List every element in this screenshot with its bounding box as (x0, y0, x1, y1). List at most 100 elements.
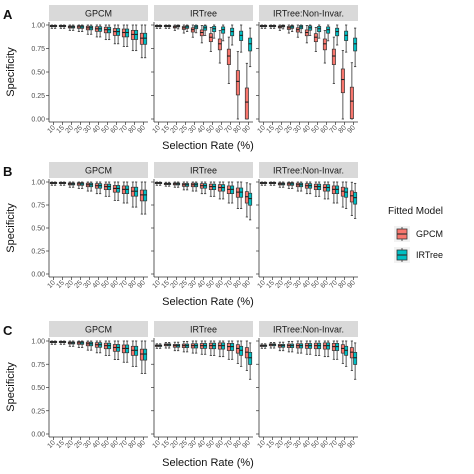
x-tick-label: 70 (118, 124, 129, 135)
box-irtree-70 (230, 340, 235, 360)
box-irtree-80 (344, 340, 349, 367)
box-gpcm-50 (208, 340, 213, 356)
facet-strip-label: IRTree:Non-Invar. (273, 325, 344, 335)
box-irtree-10 (158, 24, 163, 29)
box-gpcm-80 (340, 50, 345, 120)
y-tick-label: 0.50 (31, 70, 45, 77)
box-gpcm-15 (268, 24, 273, 29)
box-body (340, 68, 345, 94)
x-tick-label: 40 (196, 279, 207, 290)
box-irtree-70 (335, 181, 340, 204)
box-body (353, 352, 358, 365)
facet-strip-label: GPCM (85, 166, 112, 176)
box-body (217, 38, 222, 51)
box-irtree-25 (185, 24, 190, 32)
box-irtree-25 (290, 24, 295, 32)
box-irtree-30 (299, 340, 304, 354)
box-irtree-50 (107, 340, 112, 356)
box-body (235, 70, 240, 96)
box-irtree-50 (317, 24, 322, 39)
box-irtree-50 (317, 340, 322, 356)
y-tick-label: 0.00 (31, 432, 45, 439)
box-gpcm-30 (190, 24, 195, 38)
box-irtree-80 (344, 181, 349, 209)
box-body (143, 189, 148, 202)
box-irtree-20 (176, 24, 181, 30)
box-irtree-20 (176, 341, 181, 352)
legend-key-irtree (394, 247, 410, 263)
box-gpcm-90 (244, 340, 249, 371)
x-tick-label: 20 (169, 124, 180, 135)
y-tick-label: 1.00 (31, 339, 45, 346)
y-tick-label: 0.25 (31, 408, 45, 415)
y-tick-label: 0.25 (31, 93, 45, 100)
x-tick-label: 90 (241, 439, 252, 450)
box-irtree-20 (281, 181, 286, 188)
x-tick-label: 70 (328, 439, 339, 450)
x-tick-label: 25 (73, 439, 84, 450)
box-body (248, 192, 253, 206)
box-gpcm-20 (67, 181, 72, 188)
y-tick-label: 0.75 (31, 203, 45, 210)
facet-strip-label: IRTree (190, 9, 217, 19)
box-irtree-60 (116, 340, 121, 360)
box-gpcm-60 (217, 30, 222, 64)
box-irtree-70 (230, 181, 235, 204)
box-irtree-60 (116, 181, 121, 201)
box-gpcm-40 (94, 24, 99, 38)
box-gpcm-70 (226, 340, 231, 360)
x-tick-label: 50 (205, 124, 216, 135)
box-irtree-20 (71, 181, 76, 188)
box-irtree-30 (194, 24, 199, 34)
x-tick-label: 20 (274, 439, 285, 450)
x-tick-label: 10 (46, 279, 57, 290)
box-irtree-40 (98, 340, 103, 354)
box-gpcm-30 (85, 24, 90, 35)
box-irtree-25 (290, 181, 295, 189)
box-irtree-15 (167, 342, 172, 349)
x-tick-label: 30 (292, 124, 303, 135)
facet-strip-label: GPCM (85, 325, 112, 335)
box-gpcm-15 (163, 342, 168, 349)
panel-label-c: C (3, 323, 13, 338)
box-irtree-90 (143, 181, 148, 215)
box-gpcm-80 (235, 51, 240, 120)
x-tick-label: 40 (301, 279, 312, 290)
box-irtree-40 (308, 181, 313, 195)
box-irtree-10 (263, 343, 268, 349)
box-gpcm-60 (112, 24, 117, 45)
box-gpcm-10 (154, 24, 159, 29)
box-irtree-60 (221, 340, 226, 358)
y-tick-label: 0.50 (31, 385, 45, 392)
x-tick-label: 15 (160, 439, 171, 450)
y-tick-label: 0.75 (31, 46, 45, 53)
x-tick-label: 60 (214, 124, 225, 135)
box-body (353, 192, 358, 205)
x-tick-label: 15 (265, 439, 276, 450)
box-irtree-90 (143, 340, 148, 374)
panel-background (259, 338, 358, 437)
box-gpcm-70 (226, 181, 231, 204)
box-irtree-90 (248, 342, 253, 380)
x-tick-label: 10 (151, 279, 162, 290)
box-irtree-15 (167, 181, 172, 187)
panel-row-c: C0.000.250.500.751.00SpecificityGPCM1015… (3, 321, 358, 469)
x-tick-label: 40 (91, 124, 102, 135)
y-tick-label: 0.25 (31, 249, 45, 256)
facet-strip-label: IRTree:Non-Invar. (273, 9, 344, 19)
x-tick-label: 70 (223, 279, 234, 290)
box-irtree-40 (203, 340, 208, 355)
legend-label-gpcm: GPCM (416, 229, 443, 239)
x-tick-label: 15 (265, 279, 276, 290)
box-gpcm-10 (49, 181, 54, 186)
x-tick-label: 25 (178, 124, 189, 135)
box-gpcm-30 (85, 340, 90, 351)
x-tick-label: 50 (310, 124, 321, 135)
x-tick-label: 15 (55, 279, 66, 290)
